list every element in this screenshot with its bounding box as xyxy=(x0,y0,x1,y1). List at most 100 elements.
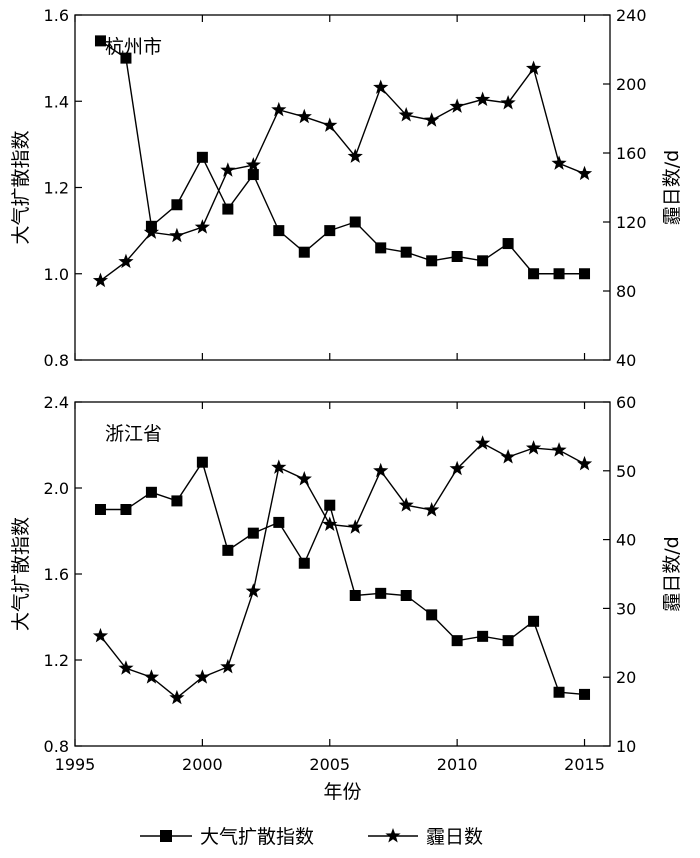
data-point-star xyxy=(194,219,210,234)
data-point-star xyxy=(551,442,567,457)
data-point-square xyxy=(94,35,106,47)
y-right-tick-label: 30 xyxy=(616,599,636,618)
data-point-square xyxy=(273,225,285,237)
legend-square-marker-icon xyxy=(160,830,172,842)
data-point-star xyxy=(220,658,236,674)
data-point-star xyxy=(373,462,389,478)
data-point-star xyxy=(322,516,338,531)
series-haze-days xyxy=(92,60,593,288)
data-point-square xyxy=(247,527,259,539)
data-point-star xyxy=(143,224,160,239)
x-axis-label: 年份 xyxy=(323,781,361,803)
data-point-star xyxy=(500,449,516,464)
y-right-tick-label: 20 xyxy=(616,668,636,687)
data-point-square xyxy=(247,169,259,181)
data-point-square xyxy=(196,456,208,468)
panel-label: 浙江省 xyxy=(105,423,162,445)
data-point-square xyxy=(579,268,591,280)
data-point-square xyxy=(579,688,591,700)
legend-haze-label: 霾日数 xyxy=(426,826,483,848)
data-point-square xyxy=(349,216,361,228)
x-tick-label: 2005 xyxy=(309,755,350,774)
data-point-square xyxy=(375,242,387,254)
data-point-square xyxy=(553,686,565,698)
data-point-star xyxy=(525,440,542,455)
y-left-tick-label: 1.2 xyxy=(44,179,69,198)
data-point-star xyxy=(245,583,261,598)
data-point-star xyxy=(449,98,465,113)
data-point-square xyxy=(451,635,463,647)
data-point-square xyxy=(477,630,489,642)
y-right-tick-label: 200 xyxy=(616,75,647,94)
y-right-tick-label: 50 xyxy=(616,462,636,481)
x-tick-label: 2000 xyxy=(182,755,223,774)
y-left-tick-label: 1.4 xyxy=(44,92,69,111)
data-point-square xyxy=(298,557,310,569)
data-point-star xyxy=(449,460,465,476)
data-point-square xyxy=(426,609,438,621)
data-point-square xyxy=(120,504,132,515)
data-point-square xyxy=(273,516,285,528)
y-right-tick-label: 120 xyxy=(616,213,647,232)
y-left-tick-label: 2.0 xyxy=(44,479,69,498)
y-right-tick-label: 10 xyxy=(616,737,636,756)
legend-item-diffusion: 大气扩散指数 xyxy=(140,826,314,848)
legend-star-marker-icon xyxy=(385,828,401,843)
data-point-star xyxy=(271,101,287,117)
data-point-square xyxy=(94,504,106,515)
y-right-tick-label: 80 xyxy=(616,282,636,301)
data-point-square xyxy=(400,590,412,601)
data-point-square xyxy=(349,590,361,601)
legend-item-haze: 霾日数 xyxy=(368,826,483,848)
y-right-tick-label: 40 xyxy=(616,351,636,370)
data-point-square xyxy=(426,255,438,267)
series-line xyxy=(99,442,585,699)
data-point-square xyxy=(120,52,132,64)
data-point-star xyxy=(424,112,440,127)
data-point-star xyxy=(347,148,363,163)
data-point-star xyxy=(525,60,542,75)
data-point-star xyxy=(92,272,109,288)
data-point-star xyxy=(296,471,312,486)
data-point-square xyxy=(477,255,489,267)
x-tick-label: 1995 xyxy=(55,755,96,774)
data-point-star xyxy=(296,108,312,124)
data-point-star xyxy=(169,227,185,243)
data-point-star xyxy=(373,79,389,94)
y-right-tick-label: 60 xyxy=(616,393,636,412)
data-point-star xyxy=(118,660,134,675)
legend: 大气扩散指数 霾日数 xyxy=(140,826,483,848)
x-tick-label: 2010 xyxy=(437,755,478,774)
series-haze-days xyxy=(92,435,593,705)
legend-diffusion-label: 大气扩散指数 xyxy=(200,826,314,848)
data-point-star xyxy=(220,162,236,177)
data-point-star xyxy=(347,519,363,534)
y-right-axis-label: 霾日数/d xyxy=(661,150,683,225)
data-point-star xyxy=(475,91,491,106)
data-point-star xyxy=(169,689,185,705)
data-point-square xyxy=(196,151,208,163)
data-point-square xyxy=(528,268,540,280)
data-point-star xyxy=(271,459,287,474)
data-point-square xyxy=(324,499,336,511)
y-left-tick-label: 0.8 xyxy=(44,351,69,370)
data-point-square xyxy=(145,486,157,498)
data-point-square xyxy=(553,268,565,280)
chart-panel-1: 0.8 1.0 1.2 1.4 1.6 40 80 120 160 200 240 大气扩散指数 霾日数… xyxy=(10,6,683,370)
data-point-square xyxy=(324,225,336,237)
y-right-tick-label: 240 xyxy=(616,6,647,25)
y-left-tick-label: 1.6 xyxy=(44,565,69,584)
data-point-square xyxy=(375,587,387,599)
data-point-star xyxy=(398,497,414,512)
chart-panel-2: 1995 2000 2005 2010 2015 年份 0.8 1.2 1.6 2.0 2.4 10 2… xyxy=(10,393,683,803)
data-point-square xyxy=(171,495,183,507)
y-left-axis-label: 大气扩散指数 xyxy=(10,517,32,631)
data-point-square xyxy=(222,544,234,556)
data-point-square xyxy=(400,246,412,258)
data-point-square xyxy=(298,246,310,258)
data-point-square xyxy=(528,615,540,627)
y-left-tick-label: 2.4 xyxy=(44,393,69,412)
y-left-tick-label: 1.6 xyxy=(44,6,69,25)
y-right-axis-label: 霾日数/d xyxy=(661,536,683,611)
